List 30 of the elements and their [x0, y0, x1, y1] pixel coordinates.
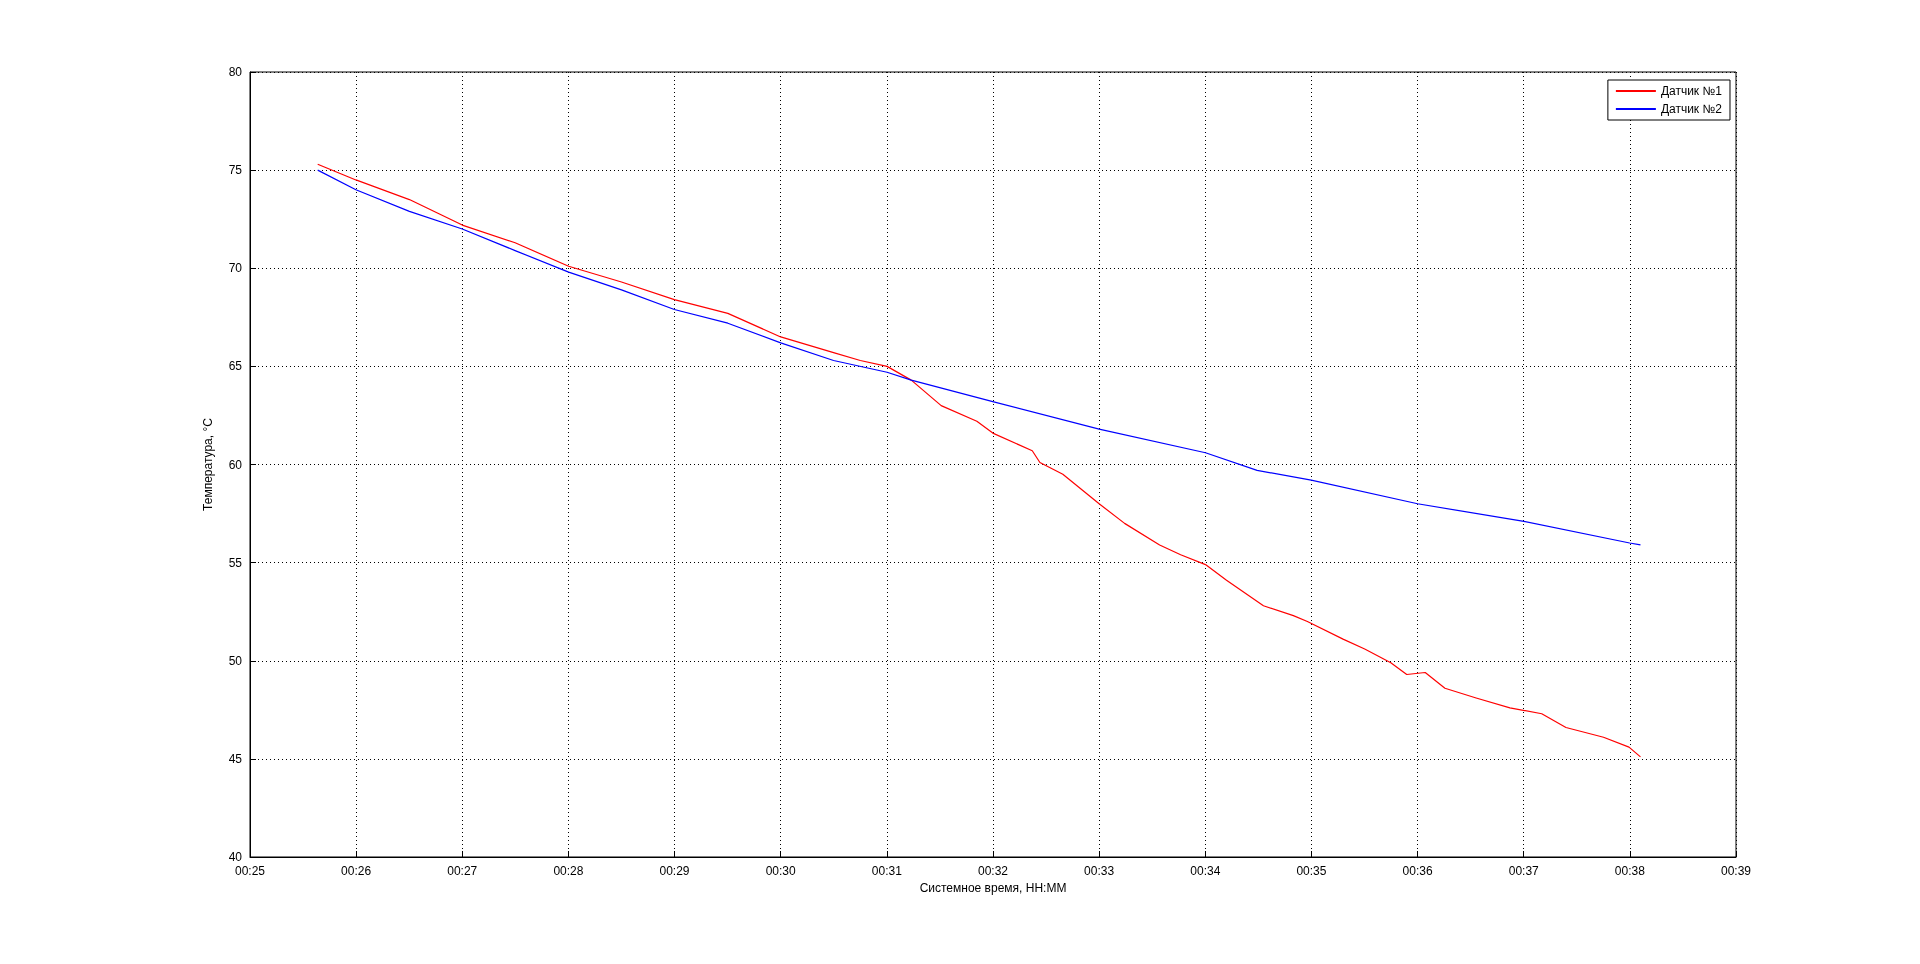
legend-label: Датчик №2: [1660, 102, 1723, 116]
x-tick-label: 00:33: [1084, 864, 1115, 878]
y-tick-label: 40: [228, 850, 243, 864]
x-tick-label: 00:29: [659, 864, 690, 878]
x-tick-label: 00:34: [1190, 864, 1221, 878]
y-tick-label: 55: [228, 555, 243, 570]
legend-label: Датчик №1: [1660, 84, 1723, 98]
y-tick-label: 45: [228, 751, 243, 766]
x-tick-label: 00:31: [871, 864, 903, 878]
x-tick-label: 00:32: [977, 864, 1009, 878]
line-series: [317, 169, 1642, 546]
y-axis-title: Температура, °C: [201, 417, 215, 511]
x-tick-label: 00:35: [1296, 864, 1327, 878]
x-tick-label: 00:36: [1402, 864, 1433, 878]
x-tick-label: 00:28: [553, 864, 584, 878]
y-tick-label: 75: [228, 163, 243, 178]
y-tick-label: 60: [228, 457, 243, 472]
x-tick-label: 00:26: [341, 864, 372, 878]
x-tick-label: 00:25: [234, 864, 266, 878]
x-axis-title: Системное время, HH:MM: [919, 880, 1067, 895]
x-tick-label: 00:27: [447, 864, 478, 878]
x-tick-label: 00:38: [1614, 864, 1646, 878]
y-tick-label: 65: [228, 359, 243, 374]
x-tick-label: 00:39: [1720, 864, 1752, 878]
x-tick-label: 00:30: [765, 864, 797, 878]
x-tick-label: 00:37: [1508, 864, 1540, 878]
line-series: [317, 163, 1642, 758]
y-tick-label: 70: [228, 261, 243, 276]
y-tick-label: 50: [228, 653, 243, 668]
y-tick-label: 80: [228, 65, 243, 79]
